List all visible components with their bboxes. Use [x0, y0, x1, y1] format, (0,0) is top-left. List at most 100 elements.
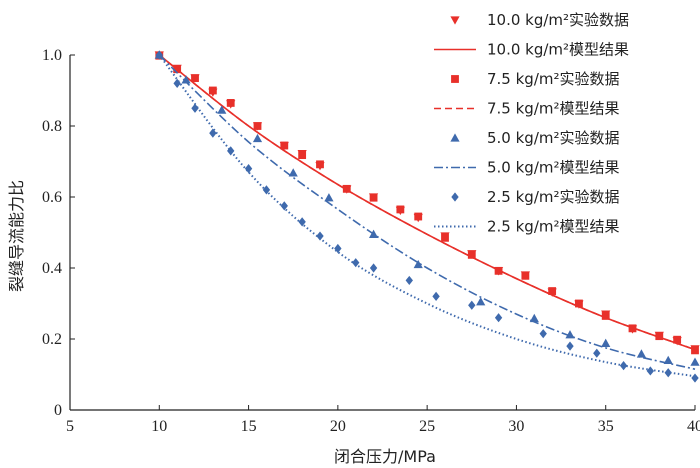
- y-tick-label: 0.4: [42, 260, 62, 277]
- data-point: [494, 266, 503, 275]
- legend-label: 7.5 kg/m²实验数据: [487, 70, 620, 88]
- x-tick-label: 15: [241, 418, 257, 435]
- data-point: [636, 349, 647, 358]
- data-point: [226, 99, 235, 107]
- data-point: [673, 335, 682, 344]
- legend-label: 5.0 kg/m²实验数据: [487, 129, 620, 147]
- legend-label: 7.5 kg/m²模型结果: [487, 100, 620, 118]
- y-axis-title: 裂缝导流能力比: [7, 180, 26, 292]
- legend-item-7: 2.5 kg/m²实验数据: [451, 188, 620, 206]
- y-tick-label: 0.8: [42, 118, 62, 135]
- axes: 5 10 15 20 25 30 35 40 0 0.2 0.4 0.6 0.8 1.0: [42, 47, 700, 435]
- data-point: [476, 297, 486, 306]
- legend-label: 10.0 kg/m²实验数据: [487, 11, 629, 29]
- data-point: [601, 312, 610, 320]
- legend-label: 10.0 kg/m²模型结果: [487, 41, 629, 59]
- data-point: [468, 300, 476, 310]
- x-tick-label: 25: [419, 418, 435, 435]
- x-tick-label: 10: [151, 418, 167, 435]
- series-line: [158, 54, 696, 351]
- data-point: [324, 193, 334, 202]
- data-point: [352, 258, 360, 268]
- legend-swatch: [451, 192, 459, 202]
- data-point: [565, 330, 575, 339]
- data-point: [191, 103, 199, 113]
- data-point: [593, 348, 601, 358]
- data-point: [396, 205, 405, 214]
- series-line: [158, 54, 696, 378]
- data-point: [369, 193, 378, 202]
- y-tick-label: 1.0: [42, 47, 62, 64]
- x-tick-label: 35: [598, 418, 614, 435]
- data-point: [664, 368, 672, 378]
- y-tick-label: 0.2: [42, 331, 62, 348]
- legend-swatch: [451, 75, 459, 83]
- data-point: [691, 373, 699, 383]
- legend-item-5: 5.0 kg/m²实验数据: [450, 129, 620, 147]
- data-point: [173, 78, 181, 88]
- data-point: [252, 133, 263, 143]
- data-point: [521, 271, 530, 280]
- data-point: [298, 151, 307, 160]
- legend-item-8: 2.5 kg/m²模型结果: [434, 218, 620, 236]
- legend-item-6: 5.0 kg/m²模型结果: [434, 159, 620, 177]
- data-point: [413, 259, 423, 269]
- data-point: [334, 243, 342, 254]
- data-point: [432, 291, 440, 301]
- data-point: [548, 287, 557, 295]
- data-point: [566, 341, 574, 351]
- data-point: [628, 324, 637, 333]
- data-point: [467, 250, 476, 259]
- legend-label: 2.5 kg/m²模型结果: [487, 218, 620, 236]
- data-point: [208, 86, 217, 95]
- series-6: [158, 54, 696, 370]
- series-4: [158, 54, 696, 351]
- legend: 10.0 kg/m²实验数据 10.0 kg/m²模型结果 7.5 kg/m²实验数…: [434, 11, 629, 236]
- x-tick-label: 20: [330, 418, 346, 435]
- data-point: [575, 299, 583, 308]
- data-point: [655, 332, 664, 341]
- data-point: [280, 201, 288, 211]
- data-point: [244, 164, 253, 174]
- data-point: [280, 141, 289, 150]
- legend-label: 5.0 kg/m²模型结果: [487, 159, 620, 177]
- data-point: [405, 275, 413, 286]
- data-point: [155, 50, 163, 60]
- x-axis-title: 闭合压力/MPa: [334, 447, 436, 466]
- legend-item-2: 10.0 kg/m²模型结果: [434, 41, 629, 59]
- data-point: [494, 313, 503, 323]
- legend-swatch: [450, 16, 460, 25]
- data-point: [539, 329, 547, 339]
- data-point: [342, 184, 351, 193]
- y-tick-label: 0: [54, 402, 62, 419]
- legend-item-3: 7.5 kg/m²实验数据: [451, 70, 620, 88]
- legend-item-1: 10.0 kg/m²实验数据: [450, 11, 629, 29]
- data-point: [191, 74, 199, 82]
- data-point: [316, 160, 324, 169]
- data-point: [690, 357, 700, 366]
- data-point: [298, 217, 306, 227]
- data-point: [316, 231, 324, 241]
- x-tick-label: 30: [508, 418, 524, 435]
- y-tick-label: 0.6: [42, 189, 62, 206]
- data-point: [369, 263, 378, 273]
- series-line: [158, 54, 696, 370]
- x-tick-label: 40: [687, 418, 700, 435]
- data-point: [227, 146, 235, 156]
- legend-swatch: [450, 133, 460, 142]
- legend-label: 2.5 kg/m²实验数据: [487, 188, 620, 206]
- data-point: [209, 128, 217, 138]
- data-point: [288, 168, 298, 177]
- data-point: [646, 366, 655, 376]
- data-point: [217, 105, 227, 114]
- series-8: [158, 54, 696, 378]
- x-tick-label: 5: [66, 418, 74, 435]
- data-point: [181, 75, 191, 84]
- data-point: [253, 122, 262, 130]
- plot-area: [154, 50, 700, 383]
- series-5: [154, 50, 700, 366]
- data-point: [414, 212, 423, 221]
- legend-item-4: 7.5 kg/m²模型结果: [434, 100, 620, 118]
- data-point: [601, 338, 611, 347]
